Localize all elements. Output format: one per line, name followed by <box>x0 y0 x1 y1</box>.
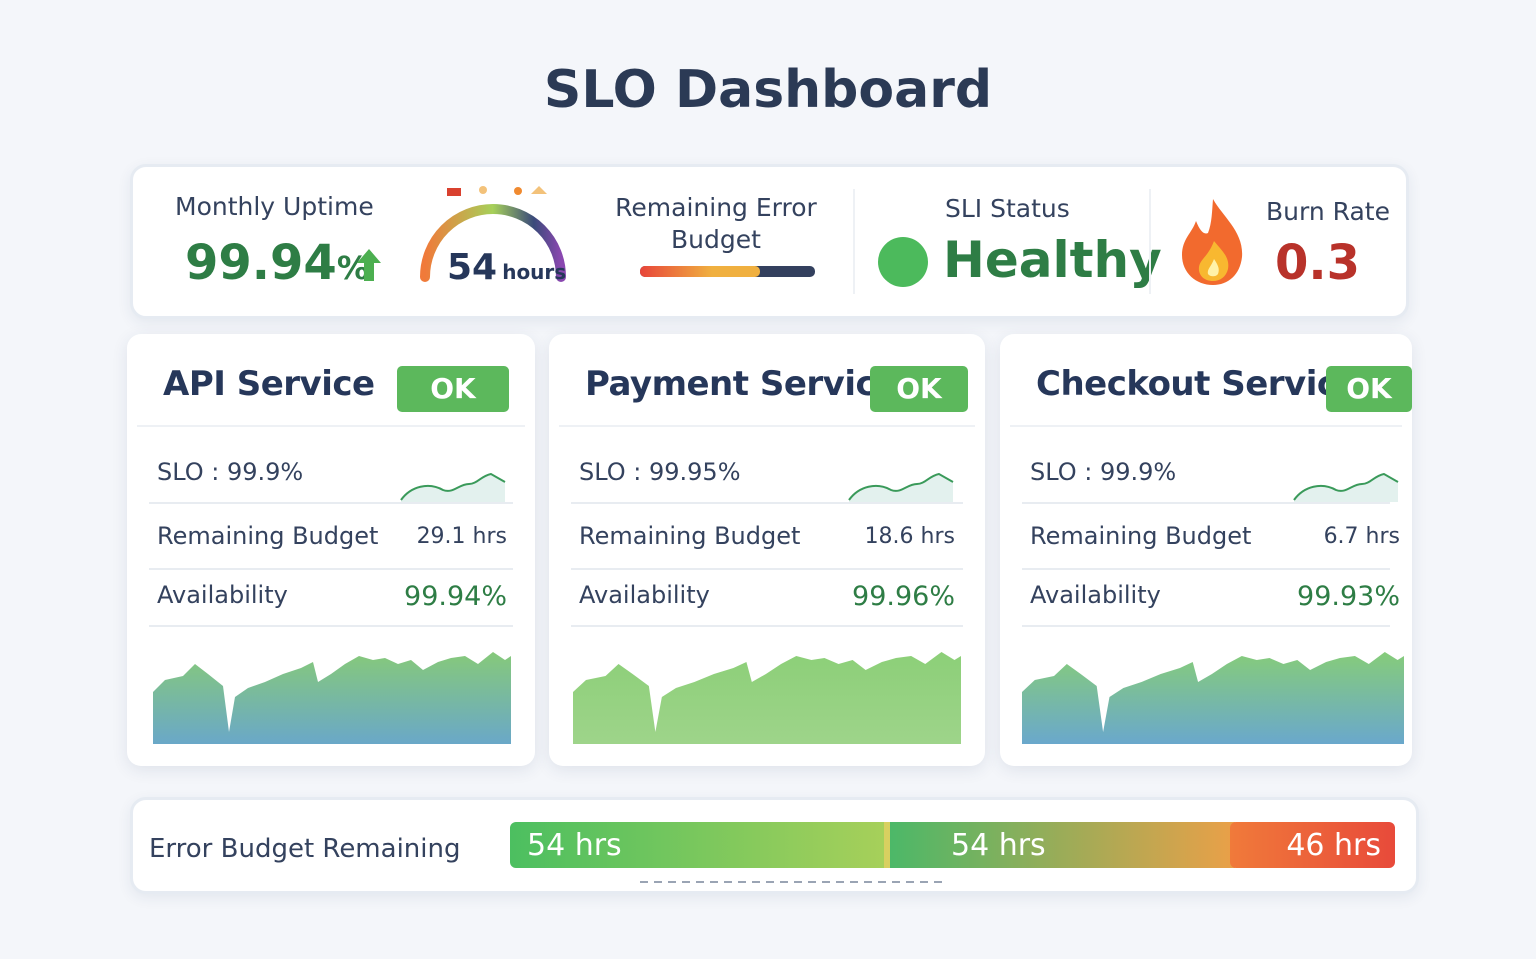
separator <box>1022 568 1390 570</box>
availability-value: 99.94% <box>404 581 507 612</box>
divider <box>853 189 855 294</box>
gauge-value: 54 hours <box>447 247 566 288</box>
service-card: API Service OK SLO : 99.9% Remaining Budget… <box>127 334 535 766</box>
dashboard-title: SLO Dashboard <box>543 60 993 120</box>
error-budget-label: Error Budget Remaining <box>149 834 461 864</box>
budget-bar <box>640 266 815 277</box>
gauge <box>420 186 566 282</box>
area-chart <box>573 652 961 744</box>
status-badge: OK <box>1326 366 1412 412</box>
row-value: 29.1 hrs <box>416 524 507 549</box>
divider <box>1149 189 1151 294</box>
status-badge: OK <box>870 366 968 412</box>
separator <box>571 502 963 504</box>
separator <box>1022 625 1390 627</box>
fire-icon <box>1182 199 1243 285</box>
burn-value: 0.3 <box>1275 235 1361 291</box>
gauge-number: 54 <box>447 247 498 288</box>
segment-label: 54 hrs <box>951 828 1046 863</box>
row-value: 18.6 hrs <box>864 524 955 549</box>
up-arrow <box>357 249 381 281</box>
service-card: Payment Service OK SLO : 99.95% Remaining B… <box>549 334 985 766</box>
row-label: Availability <box>157 581 288 609</box>
header-separator <box>1010 425 1402 427</box>
sparkline <box>848 472 954 502</box>
slo-text: SLO : 99.9% <box>1030 458 1177 486</box>
slo-text: SLO : 99.9% <box>157 458 304 486</box>
budget-label: Remaining Error Budget <box>615 193 817 254</box>
sparkline <box>1293 472 1399 502</box>
service-name: Payment Service <box>585 364 898 404</box>
row-label: Availability <box>1030 581 1161 609</box>
uptime-number: 99.94 <box>185 235 337 291</box>
header-separator <box>559 425 975 427</box>
slo-text: SLO : 99.95% <box>579 458 741 486</box>
status-badge: OK <box>397 366 509 412</box>
area-chart <box>1022 652 1404 744</box>
error-budget-panel: Error Budget Remaining 54 hrs 54 hrs 46 … <box>130 797 1419 894</box>
availability-value: 99.96% <box>852 581 955 612</box>
segment-label: 54 hrs <box>527 828 622 863</box>
separator <box>571 568 963 570</box>
area-chart <box>153 652 511 744</box>
row-label: Remaining Budget <box>157 522 379 550</box>
row-value: 6.7 hrs <box>1323 524 1400 549</box>
row-label: Remaining Budget <box>1030 522 1252 550</box>
uptime-unit: % <box>336 249 369 287</box>
header-separator <box>137 425 525 427</box>
separator <box>1022 502 1390 504</box>
sli-label: SLI Status <box>945 194 1070 223</box>
availability-value: 99.93% <box>1297 581 1400 612</box>
error-budget-bar <box>510 822 1395 883</box>
separator <box>149 625 513 627</box>
summary-panel: Monthly Uptime 99.94% 54 hours Remaining… <box>130 164 1409 319</box>
status-dot <box>878 237 928 287</box>
service-name: API Service <box>163 364 375 404</box>
separator <box>149 502 513 504</box>
uptime-value: 99.94% <box>185 235 369 291</box>
row-label: Availability <box>579 581 710 609</box>
service-card: Checkout Service OK SLO : 99.9% Remaining B… <box>1000 334 1412 766</box>
gauge-unit: hours <box>502 260 567 284</box>
separator <box>571 625 963 627</box>
sparkline <box>400 472 506 502</box>
service-name: Checkout Service <box>1036 364 1360 404</box>
burn-label: Burn Rate <box>1266 197 1390 226</box>
separator <box>149 568 513 570</box>
segment-label: 46 hrs <box>1286 828 1381 863</box>
uptime-label: Monthly Uptime <box>175 192 374 221</box>
row-label: Remaining Budget <box>579 522 801 550</box>
sli-value: Healthy <box>943 231 1162 289</box>
